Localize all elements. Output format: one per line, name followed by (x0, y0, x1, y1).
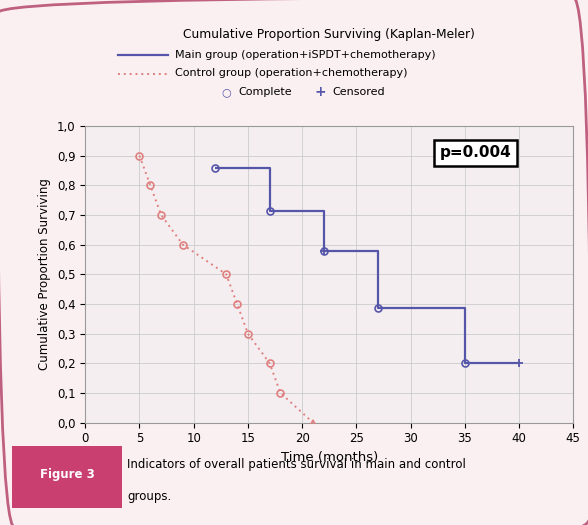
FancyBboxPatch shape (12, 446, 122, 508)
Y-axis label: Cumulative Proportion Surviving: Cumulative Proportion Surviving (38, 178, 51, 370)
Text: Complete: Complete (238, 87, 292, 97)
Text: Control group (operation+chemotherapy): Control group (operation+chemotherapy) (175, 68, 407, 79)
Text: +: + (315, 85, 326, 99)
X-axis label: Time (months): Time (months) (280, 451, 378, 464)
Text: ○: ○ (222, 87, 231, 97)
Text: Figure 3: Figure 3 (40, 468, 95, 481)
Text: Censored: Censored (332, 87, 385, 97)
Text: Cumulative Proportion Surviving (Kaplan-Meler): Cumulative Proportion Surviving (Kaplan-… (183, 28, 475, 40)
Text: Indicators of overall patients survival in main and control: Indicators of overall patients survival … (128, 458, 466, 471)
Text: groups.: groups. (128, 490, 172, 503)
Text: Main group (operation+iSPDT+chemotherapy): Main group (operation+iSPDT+chemotherapy… (175, 50, 435, 60)
Text: p=0.004: p=0.004 (440, 145, 512, 160)
